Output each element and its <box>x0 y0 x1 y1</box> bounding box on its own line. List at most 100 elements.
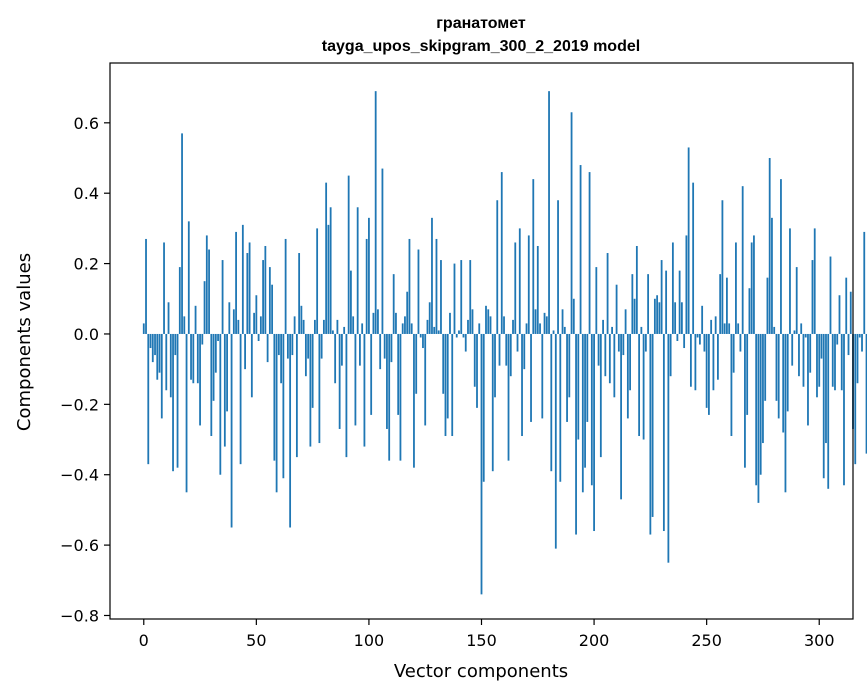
bar <box>518 228 521 334</box>
bar <box>147 333 150 465</box>
bar <box>575 333 577 535</box>
plot-frame <box>109 62 854 620</box>
y-tick-label: 0.2 <box>74 255 99 274</box>
bar <box>507 333 510 461</box>
bar <box>487 309 490 334</box>
bar <box>295 333 298 458</box>
bar <box>822 333 825 479</box>
bar <box>818 333 821 387</box>
bar <box>244 333 246 370</box>
bar <box>266 333 269 363</box>
bar <box>426 319 429 334</box>
bar <box>239 333 242 465</box>
bar <box>640 326 643 334</box>
bar <box>730 333 733 437</box>
bar <box>557 200 559 334</box>
bar <box>386 333 388 429</box>
bar <box>829 256 832 334</box>
bar <box>737 323 740 334</box>
bar <box>728 323 731 334</box>
bar <box>631 274 634 334</box>
bar <box>642 333 645 440</box>
bar <box>827 333 830 489</box>
bar <box>554 333 557 549</box>
bar <box>624 309 627 334</box>
bar <box>304 333 307 377</box>
bar <box>359 333 361 366</box>
bar <box>845 277 848 334</box>
bar <box>410 323 413 334</box>
bar <box>332 330 334 334</box>
bar <box>660 260 663 334</box>
bar <box>280 333 283 384</box>
bar <box>836 333 839 345</box>
bar <box>408 238 411 334</box>
bar <box>406 291 409 334</box>
bar <box>617 333 620 352</box>
bar <box>485 305 487 334</box>
bar <box>530 333 532 422</box>
bar <box>395 312 397 334</box>
bar <box>696 333 699 338</box>
bar <box>327 224 330 334</box>
bar <box>455 333 458 338</box>
bar <box>250 333 253 398</box>
bar <box>149 333 152 349</box>
bar <box>561 309 564 334</box>
bar <box>167 302 170 334</box>
bar <box>464 333 467 352</box>
bars-group <box>142 91 867 595</box>
y-tick-label: −0.6 <box>60 536 99 555</box>
bar <box>559 333 562 482</box>
bar <box>516 333 519 352</box>
bar <box>820 333 823 359</box>
bar <box>775 333 778 401</box>
bar <box>498 333 501 366</box>
bar <box>539 323 541 334</box>
bar <box>201 333 204 345</box>
bar <box>606 253 609 334</box>
bar <box>219 333 222 475</box>
bar <box>644 333 647 352</box>
bar <box>863 231 866 334</box>
bar <box>449 312 451 334</box>
bar <box>543 312 546 334</box>
bar <box>683 333 686 349</box>
bar <box>176 333 179 468</box>
bar <box>579 165 582 334</box>
bar <box>476 333 478 408</box>
bar <box>766 277 769 334</box>
bar <box>780 179 782 334</box>
bar <box>313 319 316 334</box>
bar <box>782 333 785 433</box>
bar <box>383 333 386 359</box>
bar <box>379 333 382 370</box>
bar <box>228 302 231 334</box>
bar <box>750 242 753 334</box>
bar <box>235 231 237 334</box>
y-tick-label: 0.0 <box>74 325 99 344</box>
bar <box>368 217 370 334</box>
bar <box>581 333 584 493</box>
bar <box>548 91 550 334</box>
bar <box>865 333 867 454</box>
bar <box>717 333 719 380</box>
bar <box>649 333 652 535</box>
bar <box>662 333 665 532</box>
bar <box>710 319 713 334</box>
bar <box>145 238 147 334</box>
bar <box>514 242 517 334</box>
chart-subtitle: tayga_upos_skipgram_300_2_2019 model <box>322 38 640 55</box>
bar <box>350 270 352 334</box>
bar <box>658 302 661 334</box>
bar <box>214 333 217 373</box>
bar <box>532 179 535 334</box>
bar <box>482 333 485 482</box>
x-axis-label: Vector components <box>394 661 568 682</box>
bar <box>453 263 456 334</box>
bar <box>318 333 321 444</box>
bar <box>273 333 276 461</box>
bar <box>708 333 710 415</box>
bar <box>496 200 499 334</box>
bar <box>667 333 670 563</box>
